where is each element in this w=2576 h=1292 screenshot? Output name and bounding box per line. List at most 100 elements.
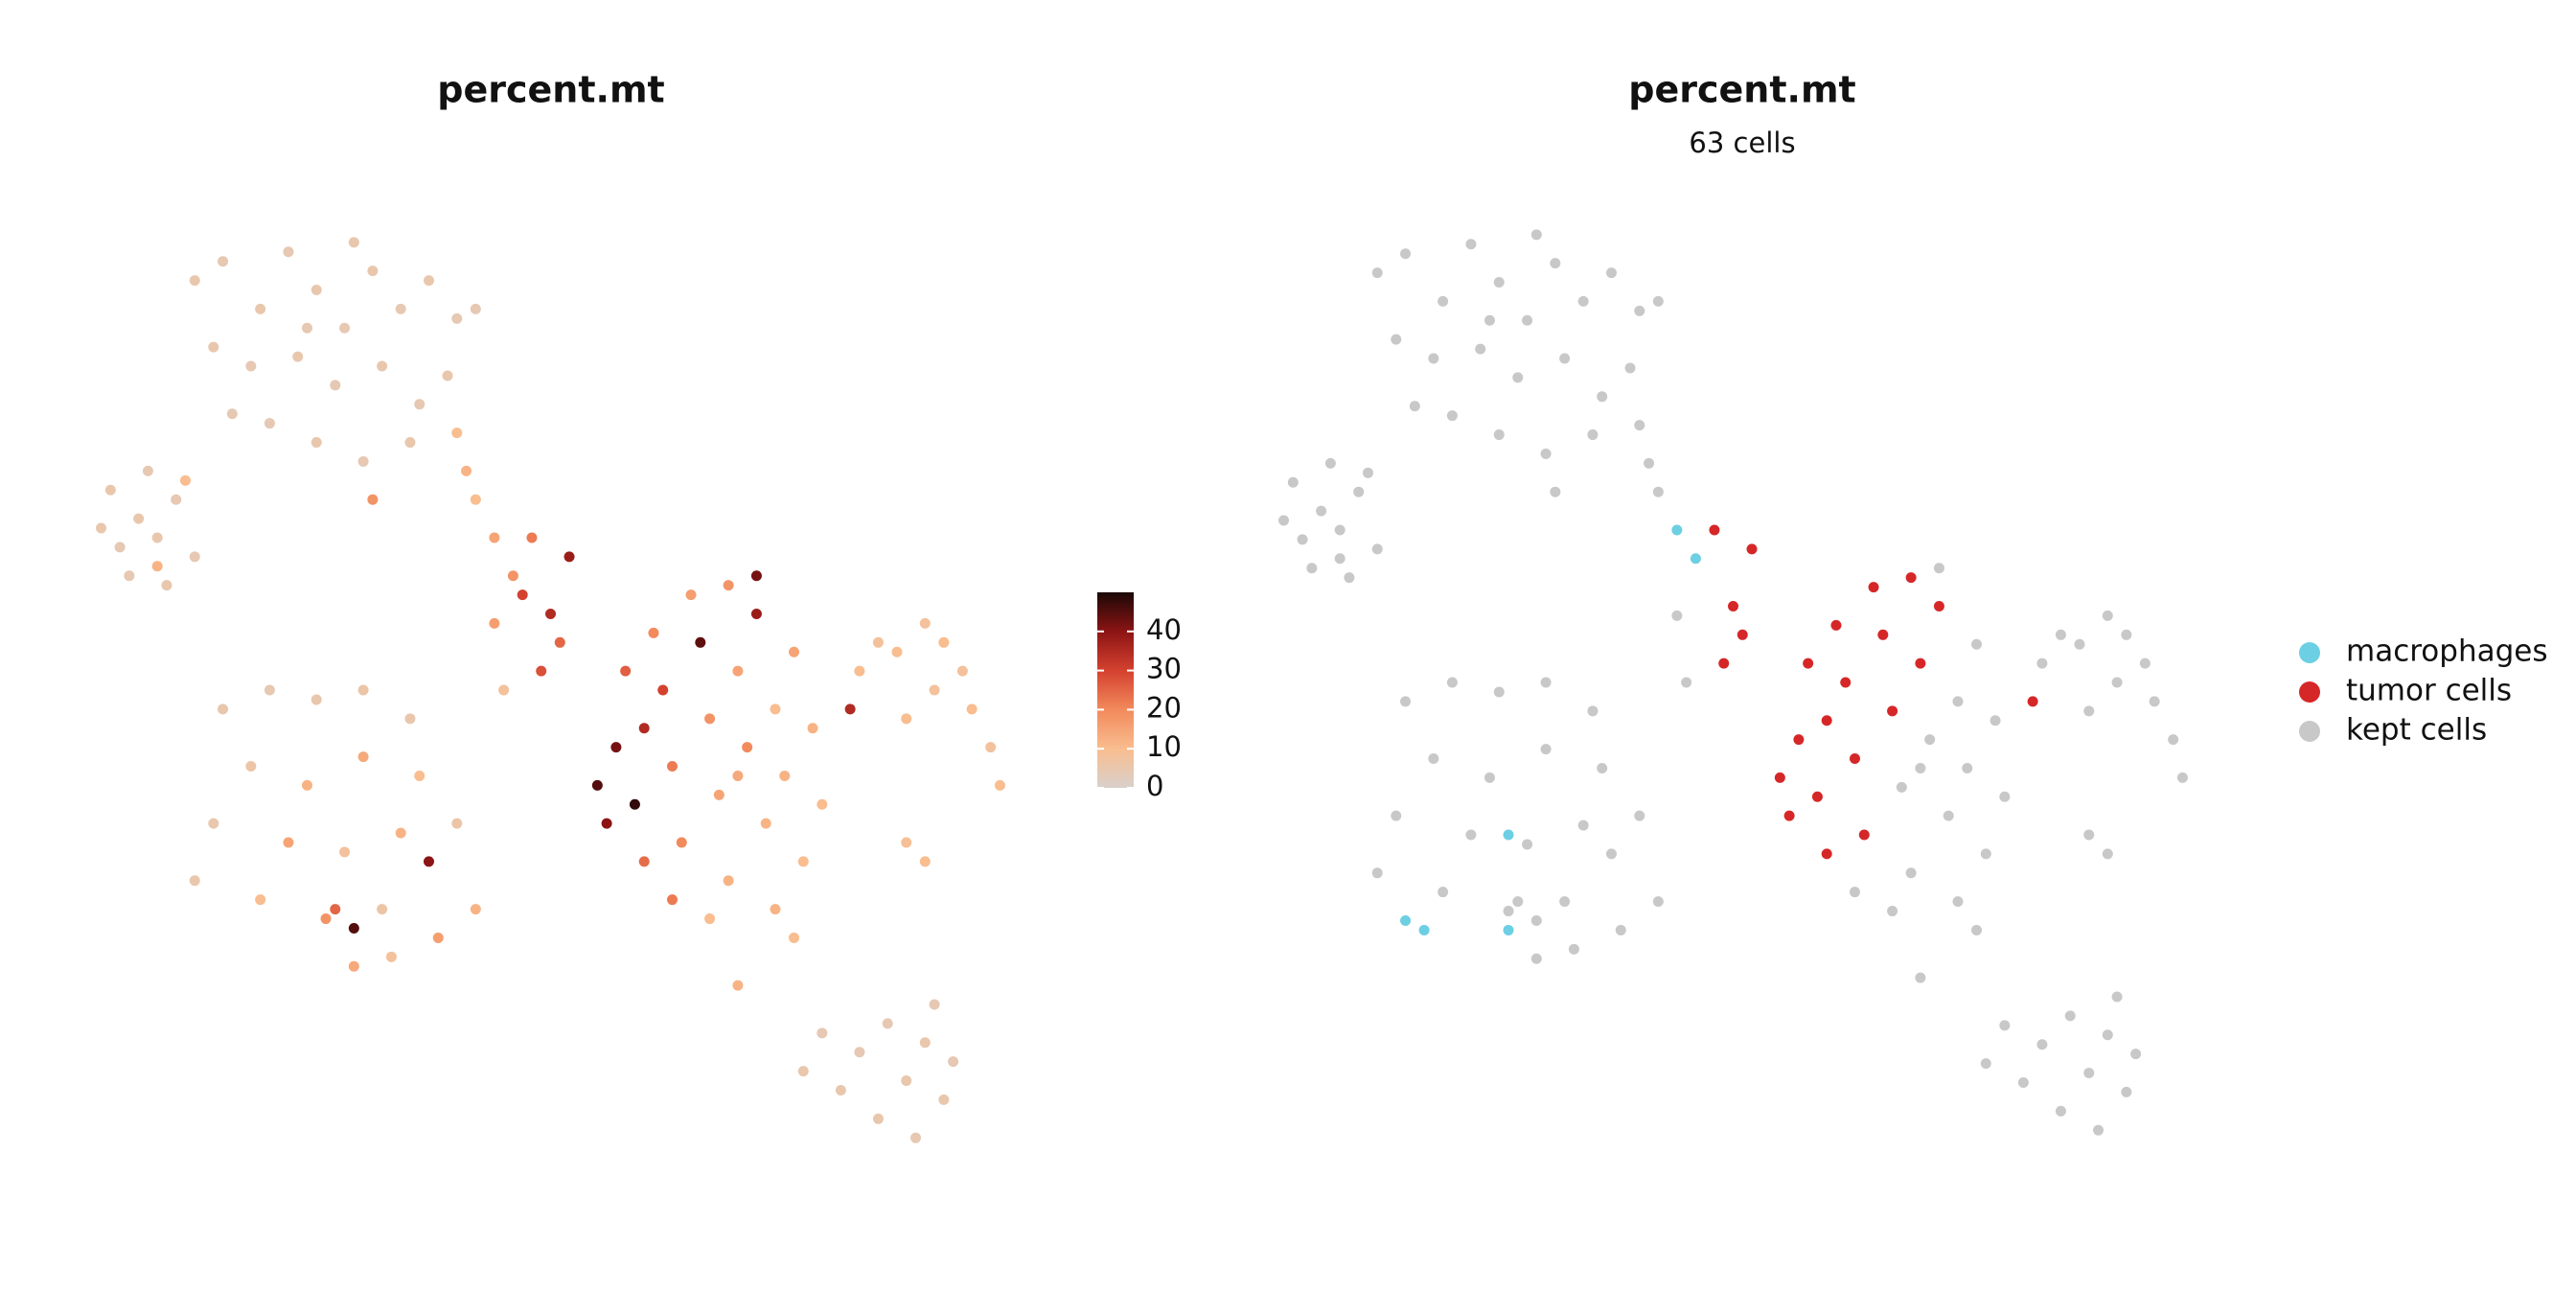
cell-point [667,761,678,773]
colorbar-tick-label: 30 [1146,653,1182,685]
cell-point [1736,629,1748,640]
cell-point [2130,1049,2142,1060]
cell-point [1811,791,1823,802]
colorbar [1097,592,1134,788]
cell-point [1559,353,1571,364]
cell-point [1324,457,1336,469]
cell-point [330,904,341,915]
legend-label: tumor cells [2346,674,2512,708]
cell-point [732,665,744,677]
cell-point [816,798,828,810]
cell-point [470,904,481,915]
cell-point [357,751,369,763]
cell-point [910,1132,922,1143]
cell-point [1334,553,1346,565]
cell-point [1980,848,1991,860]
cell-point [620,665,632,677]
cell-point [1522,314,1533,326]
cell-point [161,580,172,591]
cell-point [938,1094,950,1105]
cell-point [2083,1068,2095,1079]
cell-point [264,418,275,429]
cell-point [218,704,229,715]
cell-point [1933,563,1944,574]
cell-point [2036,658,2048,669]
cell-point [1428,753,1439,765]
cell-point [1438,295,1449,307]
cell-point [189,275,200,287]
cell-point [1634,810,1645,821]
cell-point [797,1066,809,1077]
cell-point [1493,686,1505,698]
chart-title: percent.mt [437,69,664,111]
cell-point [377,904,388,915]
cell-point [948,1056,959,1068]
cell-point [704,913,716,925]
cell-point [1952,696,1964,707]
cell-point [2168,734,2179,746]
cell-point [1597,391,1608,403]
cell-point [750,608,762,619]
cell-point [1896,781,1907,793]
cell-point [226,408,238,420]
cell-point [2102,848,2113,860]
cell-point [189,551,200,563]
cell-point [1530,915,1542,926]
cell-point [1793,734,1805,746]
cell-point [2102,1029,2113,1041]
cell-point [1952,896,1964,908]
cell-point [704,713,716,725]
colorbar-tick-label: 10 [1146,730,1182,763]
cell-point [1409,401,1420,412]
cell-point [1503,924,1514,935]
cell-point [2083,829,2095,841]
cell-point [938,636,950,648]
cell-point [1671,524,1683,536]
cell-point [919,1037,931,1049]
cell-point [854,665,865,677]
cell-point [395,827,406,839]
cell-point [2121,1086,2132,1097]
cell-point [1446,410,1458,422]
cell-point [1438,887,1449,898]
cell-point [1971,638,1983,650]
cell-point [882,1018,893,1029]
cell-point [779,770,791,781]
cell-point [2176,772,2188,783]
cell-point [1503,829,1514,841]
cell-point [1990,715,2001,727]
cell-point [1362,467,1373,478]
cell-point [1690,553,1701,565]
cell-point [1540,744,1552,755]
cell-point [1999,1020,2011,1031]
cell-point [395,303,406,314]
cell-point [1550,486,1561,497]
cell-point [844,704,856,715]
cell-point [1530,953,1542,964]
cell-point [124,570,135,582]
cell-point [1605,848,1617,860]
cell-point [985,742,997,753]
cell-point [320,913,332,925]
cell-point [760,818,771,829]
cell-point [339,322,351,334]
legend-marker [2299,721,2320,742]
cell-point [919,617,931,629]
cell-point [1353,486,1365,497]
cell-point [1306,563,1318,574]
cell-point [245,360,257,372]
cell-point [901,837,912,848]
chart-title: percent.mt [1628,69,1855,111]
cell-point [451,427,463,439]
cell-point [1493,429,1505,441]
cell-point [264,684,275,696]
cell-point [1391,334,1402,345]
cell-point [901,1075,912,1087]
cell-point [1484,314,1495,326]
colorbar-tick-label: 0 [1146,770,1163,802]
cell-point [1605,267,1617,279]
cell-point [385,951,397,962]
cell-point [414,770,426,781]
cell-point [1652,295,1664,307]
cell-point [1821,848,1832,860]
